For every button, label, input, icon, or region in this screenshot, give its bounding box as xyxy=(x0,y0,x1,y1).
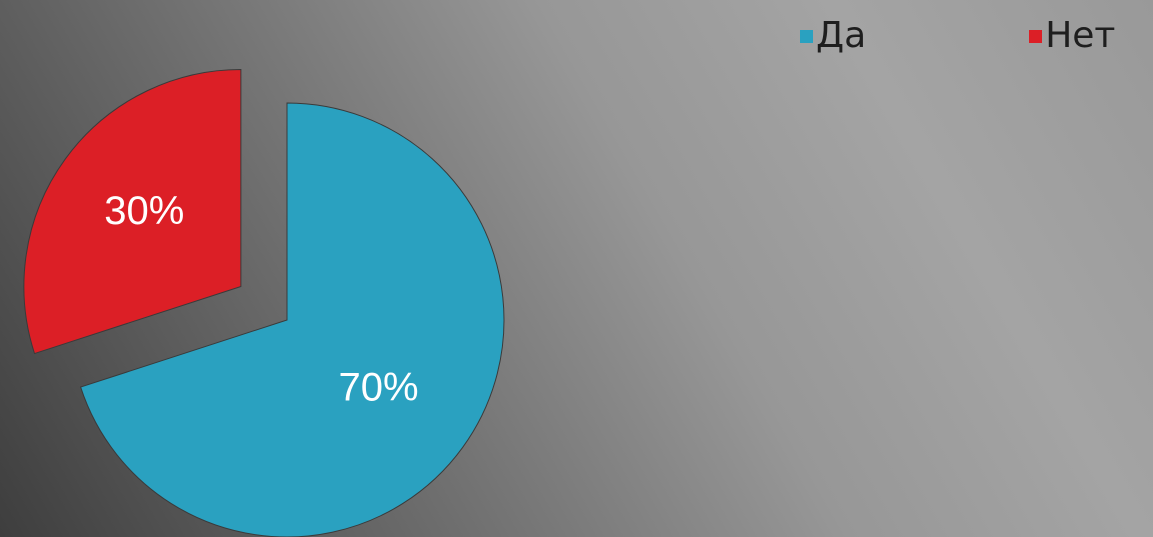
pie-slice-net xyxy=(23,68,242,355)
pie-slice-da xyxy=(79,102,505,537)
chart-legend: Да Нет xyxy=(800,14,1115,58)
legend-label-da: Да xyxy=(816,15,867,56)
legend-label-net: Нет xyxy=(1045,15,1116,56)
legend-item-da: Да xyxy=(800,14,866,58)
pie-data-label-da: 70% xyxy=(339,366,419,410)
pie-data-label-net: 30% xyxy=(104,189,184,233)
legend-swatch-net xyxy=(1029,29,1043,43)
legend-item-net: Нет xyxy=(1029,14,1115,58)
legend-swatch-da xyxy=(800,29,813,43)
